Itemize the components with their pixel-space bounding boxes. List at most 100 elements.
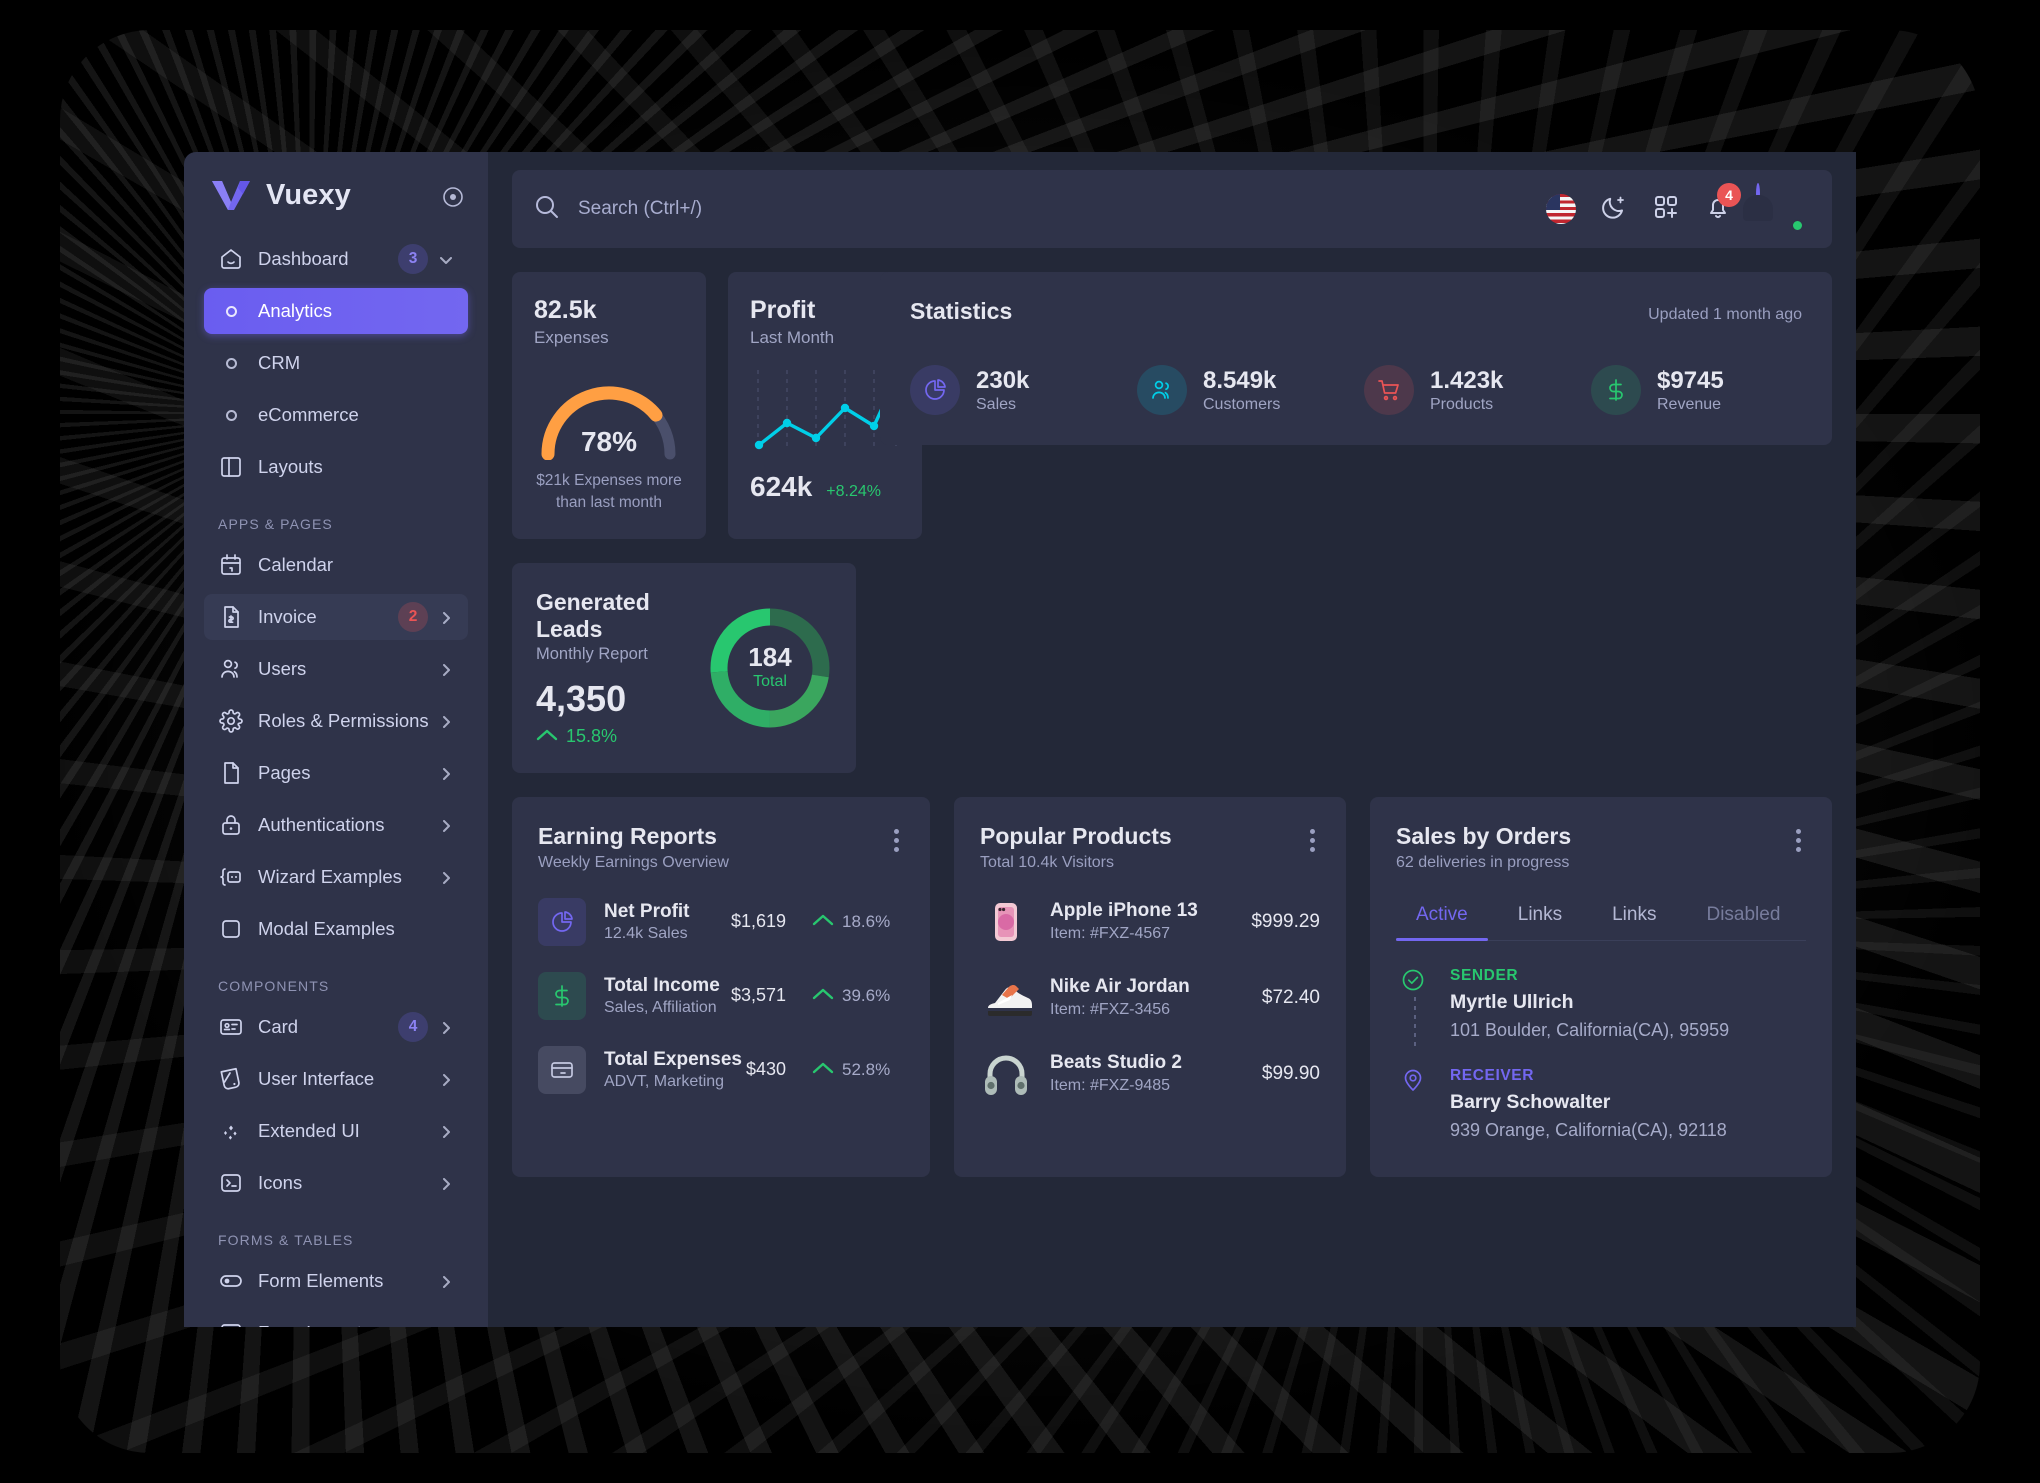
brand-name: Vuexy [266,178,351,211]
earning-reports-header: Earning Reports Weekly Earnings Overview [538,823,904,872]
sales-by-orders-timeline: SENDER Myrtle Ullrich 101 Boulder, Califor… [1396,967,1806,1167]
sidebar-item-wizard-examples[interactable]: Wizard Examples [204,854,468,900]
popular-product-name: Beats Studio 2 [1050,1052,1182,1074]
sidebar-item-users[interactable]: Users [204,646,468,692]
us-flag-icon[interactable] [1546,194,1576,224]
popular-product-row: Beats Studio 2 Item: #FXZ-9485 $99.90 [980,1048,1320,1100]
expenses-note-line2: than last month [556,494,662,512]
popular-product-price: $99.90 [1261,1062,1320,1084]
tab-links-2[interactable]: Links [1612,903,1657,925]
iphone-icon [980,896,1032,948]
sidebar-item-form-layouts[interactable]: Form Layouts [204,1310,468,1327]
popular-product-row: Nike Air Jordan Item: #FXZ-3456 $72.40 [980,972,1320,1024]
statistic-item: 8.549k Customers [1137,365,1348,415]
statistic-value: 8.549k [1203,367,1277,394]
kebab-menu-icon[interactable] [1790,823,1806,858]
sidebar-item-layouts[interactable]: Layouts [204,444,468,490]
tab-disabled-3: Disabled [1706,903,1781,925]
avatar-image [1756,183,1760,204]
earning-report-sub: ADVT, Marketing [604,1072,725,1090]
left-column: 82.5k Expenses 78% $21k Expenses more th… [512,272,922,773]
profit-bottom: 624k +8.24% [750,471,900,503]
sidebar-item-label: Modal Examples [258,918,395,939]
credit-card-icon [538,1045,586,1094]
avatar-online-status [1791,219,1804,232]
search-input[interactable] [578,198,998,220]
brand[interactable]: Vuexy [184,152,488,236]
sidebar-item-badge: 2 [398,602,428,632]
leads-delta-wrap: 15.8% [536,726,708,747]
leads-text: Generated Leads Monthly Report 4,350 15.… [536,589,708,747]
sidebar-item-dashboard[interactable]: Dashboard 3 [204,236,468,282]
leads-subtitle: Monthly Report [536,644,648,663]
earning-report-name: Total Income [604,974,720,996]
leads-donut: 184 Total [708,606,832,730]
search-icon [534,194,560,225]
expenses-gauge: 78% [534,368,684,461]
navbar-actions: 4 [1546,182,1804,233]
sidebar-item-label: CRM [258,352,301,373]
kebab-menu-icon[interactable] [1304,823,1320,858]
sidebar-item-crm[interactable]: CRM [204,340,468,386]
expenses-label: Expenses [534,328,609,347]
leads-value: 4,350 [536,677,627,719]
chevron-right-icon [438,1175,454,1191]
sidebar-item-form-elements[interactable]: Form Elements [204,1258,468,1304]
chevron-right-icon [438,1071,454,1087]
sidebar-item-extended-ui[interactable]: Extended UI [204,1108,468,1154]
wizard-icon [218,864,244,890]
sidebar-item-roles-permissions[interactable]: Roles & Permissions [204,698,468,744]
sidebar-item-label: eCommerce [258,404,359,425]
earning-report-amount: $3,571 [730,985,786,1006]
top-grid: 82.5k Expenses 78% $21k Expenses more th… [512,272,1832,773]
timeline-address: 101 Boulder, California(CA), 95959 [1450,1019,1730,1040]
sales-by-orders-tabs: Active Links Links Disabled [1396,894,1806,941]
earning-report-sub: 12.4k Sales [604,924,688,942]
trend-up-icon [812,912,834,932]
tab-active[interactable]: Active [1396,894,1488,941]
leads-title: Generated Leads [536,588,650,642]
sidebar-item-calendar[interactable]: Calendar [204,542,468,588]
notifications-button[interactable]: 4 [1704,182,1741,226]
chevron-right-icon [438,1123,454,1139]
profit-delta: +8.24% [826,483,882,500]
layout-icon [218,454,244,480]
sidebar-item-icons[interactable]: Icons [204,1160,468,1206]
form-layout-icon [218,1320,244,1327]
earning-report-delta: 52.8% [842,1059,891,1079]
statistic-label: Revenue [1657,396,1722,413]
sidebar-item-card[interactable]: Card 4 [204,1004,468,1050]
earning-report-delta-wrap: 52.8% [812,1060,904,1080]
expenses-percent: 78% [580,426,638,457]
sidebar-section-header: COMPONENTS [218,978,330,994]
sidebar-item-modal-examples[interactable]: Modal Examples [204,906,468,952]
sidebar-item-authentications[interactable]: Authentications [204,802,468,848]
popular-product-name: Apple iPhone 13 [1050,900,1198,922]
sidebar-item-pages[interactable]: Pages [204,750,468,796]
circle-dot-icon[interactable] [442,186,464,208]
moon-icon[interactable] [1600,193,1628,226]
tab-links-1[interactable]: Links [1517,903,1563,925]
sales-by-orders-card: Sales by Orders 62 deliveries in progres… [1370,796,1832,1177]
sidebar-item-label: Form Layouts [258,1322,438,1327]
sidebar-item-analytics[interactable]: Analytics [204,288,468,334]
avatar[interactable] [1756,183,1804,233]
search-area[interactable] [534,194,1546,225]
sidebar-item-user-interface[interactable]: User Interface [204,1056,468,1102]
dollar-icon [1591,365,1641,415]
sidebar-item-label: Card [258,1016,299,1037]
file-icon [218,760,244,786]
gear-icon [218,708,244,734]
toggle-icon [218,1268,244,1294]
circle-outline-icon [218,402,244,428]
sidebar-item-ecommerce[interactable]: eCommerce [204,392,468,438]
statistic-label: Products [1430,396,1494,413]
popular-products-header: Popular Products Total 10.4k Visitors [980,823,1320,872]
popular-products-subtitle: Total 10.4k Visitors [980,853,1114,871]
grid-plus-icon[interactable] [1652,193,1680,226]
popular-product-item: Item: #FXZ-9485 [1050,1077,1171,1095]
earning-reports-card: Earning Reports Weekly Earnings Overview… [512,796,930,1177]
kebab-menu-icon[interactable] [888,823,904,858]
sidebar: Vuexy Dashboard 3 Analytics CRM eCommerce Lay… [184,152,488,1327]
sidebar-item-invoice[interactable]: Invoice 2 [204,594,468,640]
